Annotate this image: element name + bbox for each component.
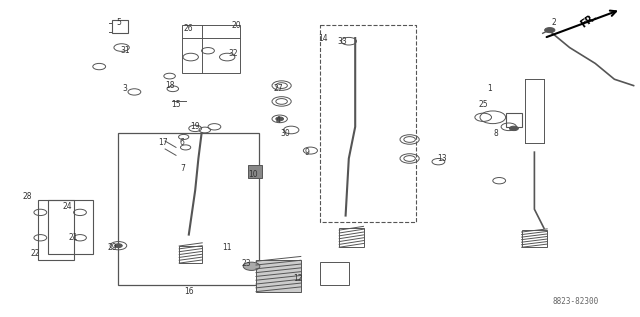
Bar [506, 113, 522, 127]
Text: 13: 13 [436, 154, 447, 163]
Bar [320, 262, 349, 285]
Text: 27: 27 [273, 84, 284, 93]
Text: 32: 32 [228, 49, 239, 58]
Text: 8823-82300: 8823-82300 [553, 297, 599, 306]
Text: 4: 4 [276, 116, 281, 125]
Text: 12: 12 [293, 275, 302, 283]
Bar [179, 246, 202, 263]
Bar [182, 25, 240, 73]
Text: 10: 10 [248, 170, 258, 179]
Text: 6: 6 [180, 138, 185, 147]
Bar [48, 200, 93, 254]
Circle shape [509, 126, 518, 131]
Text: 30: 30 [280, 129, 290, 138]
Text: 3: 3 [122, 84, 127, 93]
Text: 24: 24 [62, 202, 72, 210]
Text: 17: 17 [158, 138, 168, 147]
Bar [118, 133, 259, 285]
Bar [522, 230, 547, 247]
Text: 19: 19 [190, 122, 200, 131]
Text: 5: 5 [116, 18, 121, 27]
Text: 16: 16 [184, 287, 194, 296]
Circle shape [115, 244, 122, 248]
Text: 14: 14 [318, 34, 328, 42]
Circle shape [276, 117, 284, 121]
Text: 8: 8 [493, 129, 499, 138]
Bar [112, 20, 128, 33]
Text: 18: 18 [165, 81, 174, 90]
Text: 33: 33 [337, 37, 348, 46]
Circle shape [545, 28, 555, 33]
Text: 15: 15 [171, 100, 181, 109]
Bar [339, 228, 364, 247]
Circle shape [243, 262, 260, 270]
Bar [248, 165, 262, 178]
Text: 21: 21 [69, 233, 78, 242]
Text: 20: 20 [232, 21, 242, 30]
Text: FR.: FR. [579, 11, 599, 30]
Text: 1: 1 [487, 84, 492, 93]
Bar [38, 200, 74, 260]
Text: 25: 25 [478, 100, 488, 109]
Text: 31: 31 [120, 46, 130, 55]
Text: 11: 11 [223, 243, 232, 252]
Text: 9: 9 [305, 148, 310, 157]
Text: 28: 28 [22, 192, 31, 201]
Text: 22: 22 [31, 249, 40, 258]
Text: 7: 7 [180, 164, 185, 172]
Text: 2: 2 [551, 18, 556, 27]
Text: 23: 23 [241, 259, 252, 268]
Text: 26: 26 [184, 24, 194, 33]
Bar [256, 260, 301, 292]
Text: 29: 29 [107, 243, 117, 252]
